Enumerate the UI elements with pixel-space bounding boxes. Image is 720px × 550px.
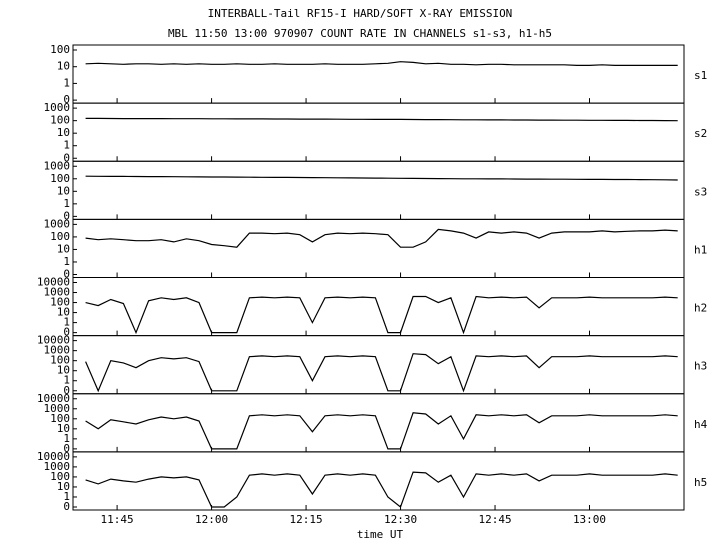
y-tick-label: 10000	[37, 392, 70, 405]
x-tick-label: 12:00	[195, 513, 228, 526]
series-line	[85, 228, 678, 248]
y-tick-label: 10	[57, 60, 70, 73]
x-tick-label: 12:45	[478, 513, 511, 526]
y-tick-label: 10000	[37, 450, 70, 463]
series-label: h4	[694, 418, 708, 431]
chart-title: INTERBALL-Tail RF15-I HARD/SOFT X-RAY EM…	[208, 7, 513, 20]
y-tick-label: 1000	[44, 460, 71, 473]
panel-frame	[72, 451, 685, 511]
y-tick-label: 0	[63, 93, 70, 106]
x-axis-label: time UT	[357, 528, 404, 541]
y-tick-label: 1	[63, 432, 70, 445]
y-tick-label: 100	[50, 296, 70, 309]
y-tick-label: 100	[50, 43, 70, 56]
series-line	[85, 412, 678, 450]
y-tick-label: 1	[63, 197, 70, 210]
y-tick-label: 10000	[37, 334, 70, 347]
panel-frame	[72, 160, 685, 220]
x-tick-label: 12:30	[384, 513, 417, 526]
panel-frame	[72, 102, 685, 162]
series-label: s2	[694, 127, 707, 140]
y-tick-label: 100	[50, 470, 70, 483]
series-line	[85, 471, 678, 508]
y-tick-label: 10	[57, 480, 70, 493]
x-tick-label: 11:45	[101, 513, 134, 526]
y-tick-label: 0	[63, 268, 70, 281]
y-tick-label: 1	[63, 490, 70, 503]
x-tick-label: 13:00	[573, 513, 606, 526]
y-tick-label: 0	[63, 326, 70, 339]
series-label: s1	[694, 69, 707, 82]
y-tick-label: 10	[57, 306, 70, 319]
y-tick-label: 1	[63, 255, 70, 268]
y-tick-label: 100	[50, 412, 70, 425]
panel-frame	[72, 218, 685, 278]
y-tick-label: 1000	[44, 217, 71, 230]
y-tick-label: 10	[57, 184, 70, 197]
y-tick-label: 1	[63, 374, 70, 387]
x-tick-label: 12:15	[289, 513, 322, 526]
series-line	[85, 117, 678, 122]
series-label: s3	[694, 185, 707, 198]
y-tick-label: 1000	[44, 402, 71, 415]
y-tick-label: 100	[50, 230, 70, 243]
series-label: h2	[694, 302, 707, 315]
y-tick-label: 1000	[44, 286, 71, 299]
y-tick-label: 0	[63, 209, 70, 222]
y-tick-label: 100	[50, 172, 70, 185]
y-tick-label: 1000	[44, 159, 71, 172]
series-line	[85, 61, 678, 66]
y-tick-label: 0	[63, 500, 70, 513]
y-tick-label: 1000	[44, 101, 71, 114]
y-tick-label: 10	[57, 364, 70, 377]
panel-frame	[72, 44, 685, 104]
y-tick-label: 1	[63, 316, 70, 329]
y-tick-label: 100	[50, 114, 70, 127]
series-line	[85, 353, 678, 393]
y-tick-label: 0	[63, 151, 70, 164]
y-tick-label: 0	[63, 442, 70, 455]
y-tick-label: 10	[57, 422, 70, 435]
series-label: h1	[694, 243, 707, 256]
y-tick-label: 10000	[37, 276, 70, 289]
y-tick-label: 10	[57, 242, 70, 255]
chart-subtitle: MBL 11:50 13:00 970907 COUNT RATE IN CHA…	[168, 27, 552, 40]
y-tick-label: 100	[50, 354, 70, 367]
series-line	[85, 295, 678, 335]
y-tick-label: 10	[57, 126, 70, 139]
series-label: h3	[694, 360, 707, 373]
y-tick-label: 1000	[44, 344, 71, 357]
y-tick-label: 0	[63, 384, 70, 397]
series-line	[85, 175, 678, 181]
y-tick-label: 1	[63, 76, 70, 89]
y-tick-label: 1	[63, 139, 70, 152]
series-label: h5	[694, 476, 707, 489]
